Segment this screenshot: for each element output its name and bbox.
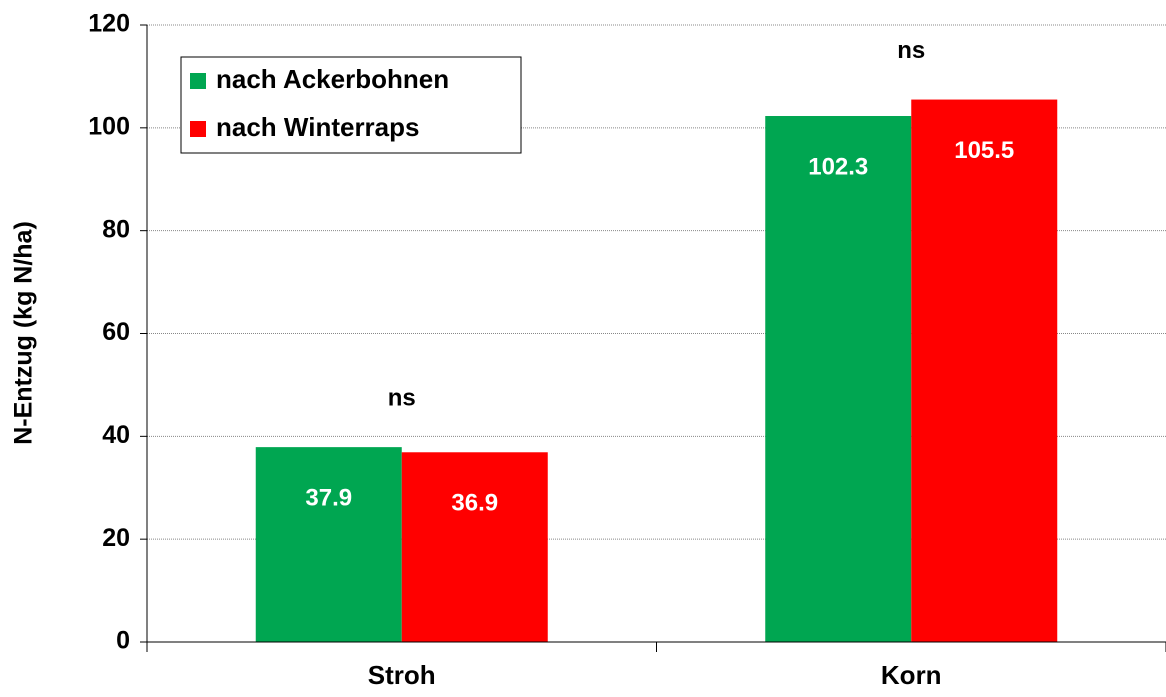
- y-tick-label: 20: [102, 524, 130, 552]
- value-label: 105.5: [954, 137, 1014, 164]
- y-tick-label: 40: [102, 421, 130, 449]
- y-tick-label: 60: [102, 318, 130, 346]
- legend-box: [180, 56, 522, 154]
- y-axis-label: N-Entzug (kg N/ha): [10, 221, 38, 445]
- bar: [401, 452, 548, 642]
- legend-swatch: [190, 121, 206, 137]
- x-tick-label: Stroh: [368, 660, 436, 690]
- value-label: 102.3: [808, 153, 868, 180]
- y-tick-label: 120: [88, 10, 130, 38]
- legend-label: nach Ackerbohnen: [216, 64, 449, 94]
- annotation: ns: [388, 384, 416, 411]
- legend-label: nach Winterraps: [216, 112, 419, 142]
- y-tick-label: 0: [116, 627, 130, 655]
- value-label: 37.9: [305, 484, 352, 511]
- legend-swatch: [190, 73, 206, 89]
- y-tick-label: 80: [102, 215, 130, 243]
- annotation: ns: [897, 37, 925, 64]
- bar: [255, 447, 402, 642]
- y-tick-label: 100: [88, 112, 130, 140]
- bar: [911, 99, 1058, 642]
- bar: [765, 116, 912, 642]
- x-tick-label: Korn: [881, 660, 942, 690]
- value-label: 36.9: [451, 490, 498, 517]
